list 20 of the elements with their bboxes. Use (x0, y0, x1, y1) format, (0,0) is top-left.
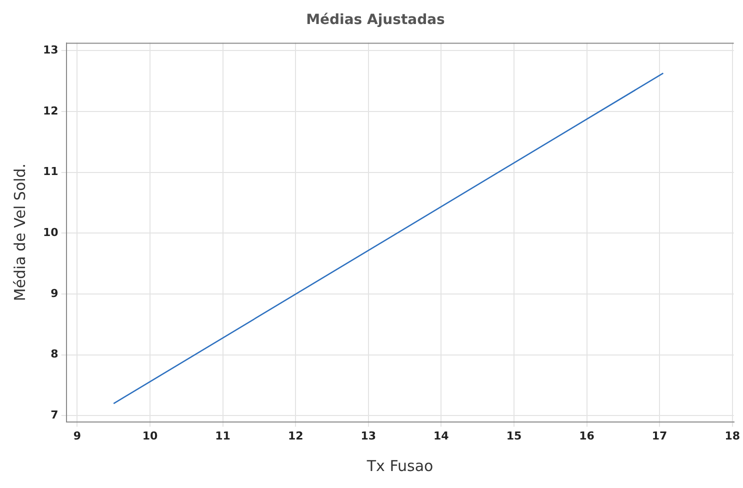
y-tick-label: 8 (50, 348, 58, 361)
x-tick-label: 16 (579, 429, 595, 442)
x-tick-label: 14 (434, 429, 450, 442)
y-tick-label: 7 (50, 408, 58, 422)
x-axis-title: Tx Fusao (366, 456, 434, 475)
x-tick-label: 17 (652, 429, 668, 442)
x-tick-label: 12 (288, 429, 304, 442)
x-tick-label: 10 (142, 429, 158, 442)
y-tick-label: 11 (42, 165, 58, 178)
y-tick-label: 13 (42, 44, 58, 57)
x-tick-label: 18 (724, 429, 740, 442)
y-axis-title: Média de Vel Sold. (10, 163, 29, 302)
x-tick-label: 9 (73, 429, 82, 442)
x-tick-label: 11 (215, 429, 230, 442)
x-tick-label: 15 (506, 429, 522, 442)
y-tick-label: 10 (42, 226, 59, 240)
x-tick-label: 13 (360, 429, 376, 442)
y-tick-label: 9 (50, 286, 58, 300)
chart-title: Médias Ajustadas (306, 12, 445, 28)
y-tick-label: 12 (42, 104, 58, 118)
